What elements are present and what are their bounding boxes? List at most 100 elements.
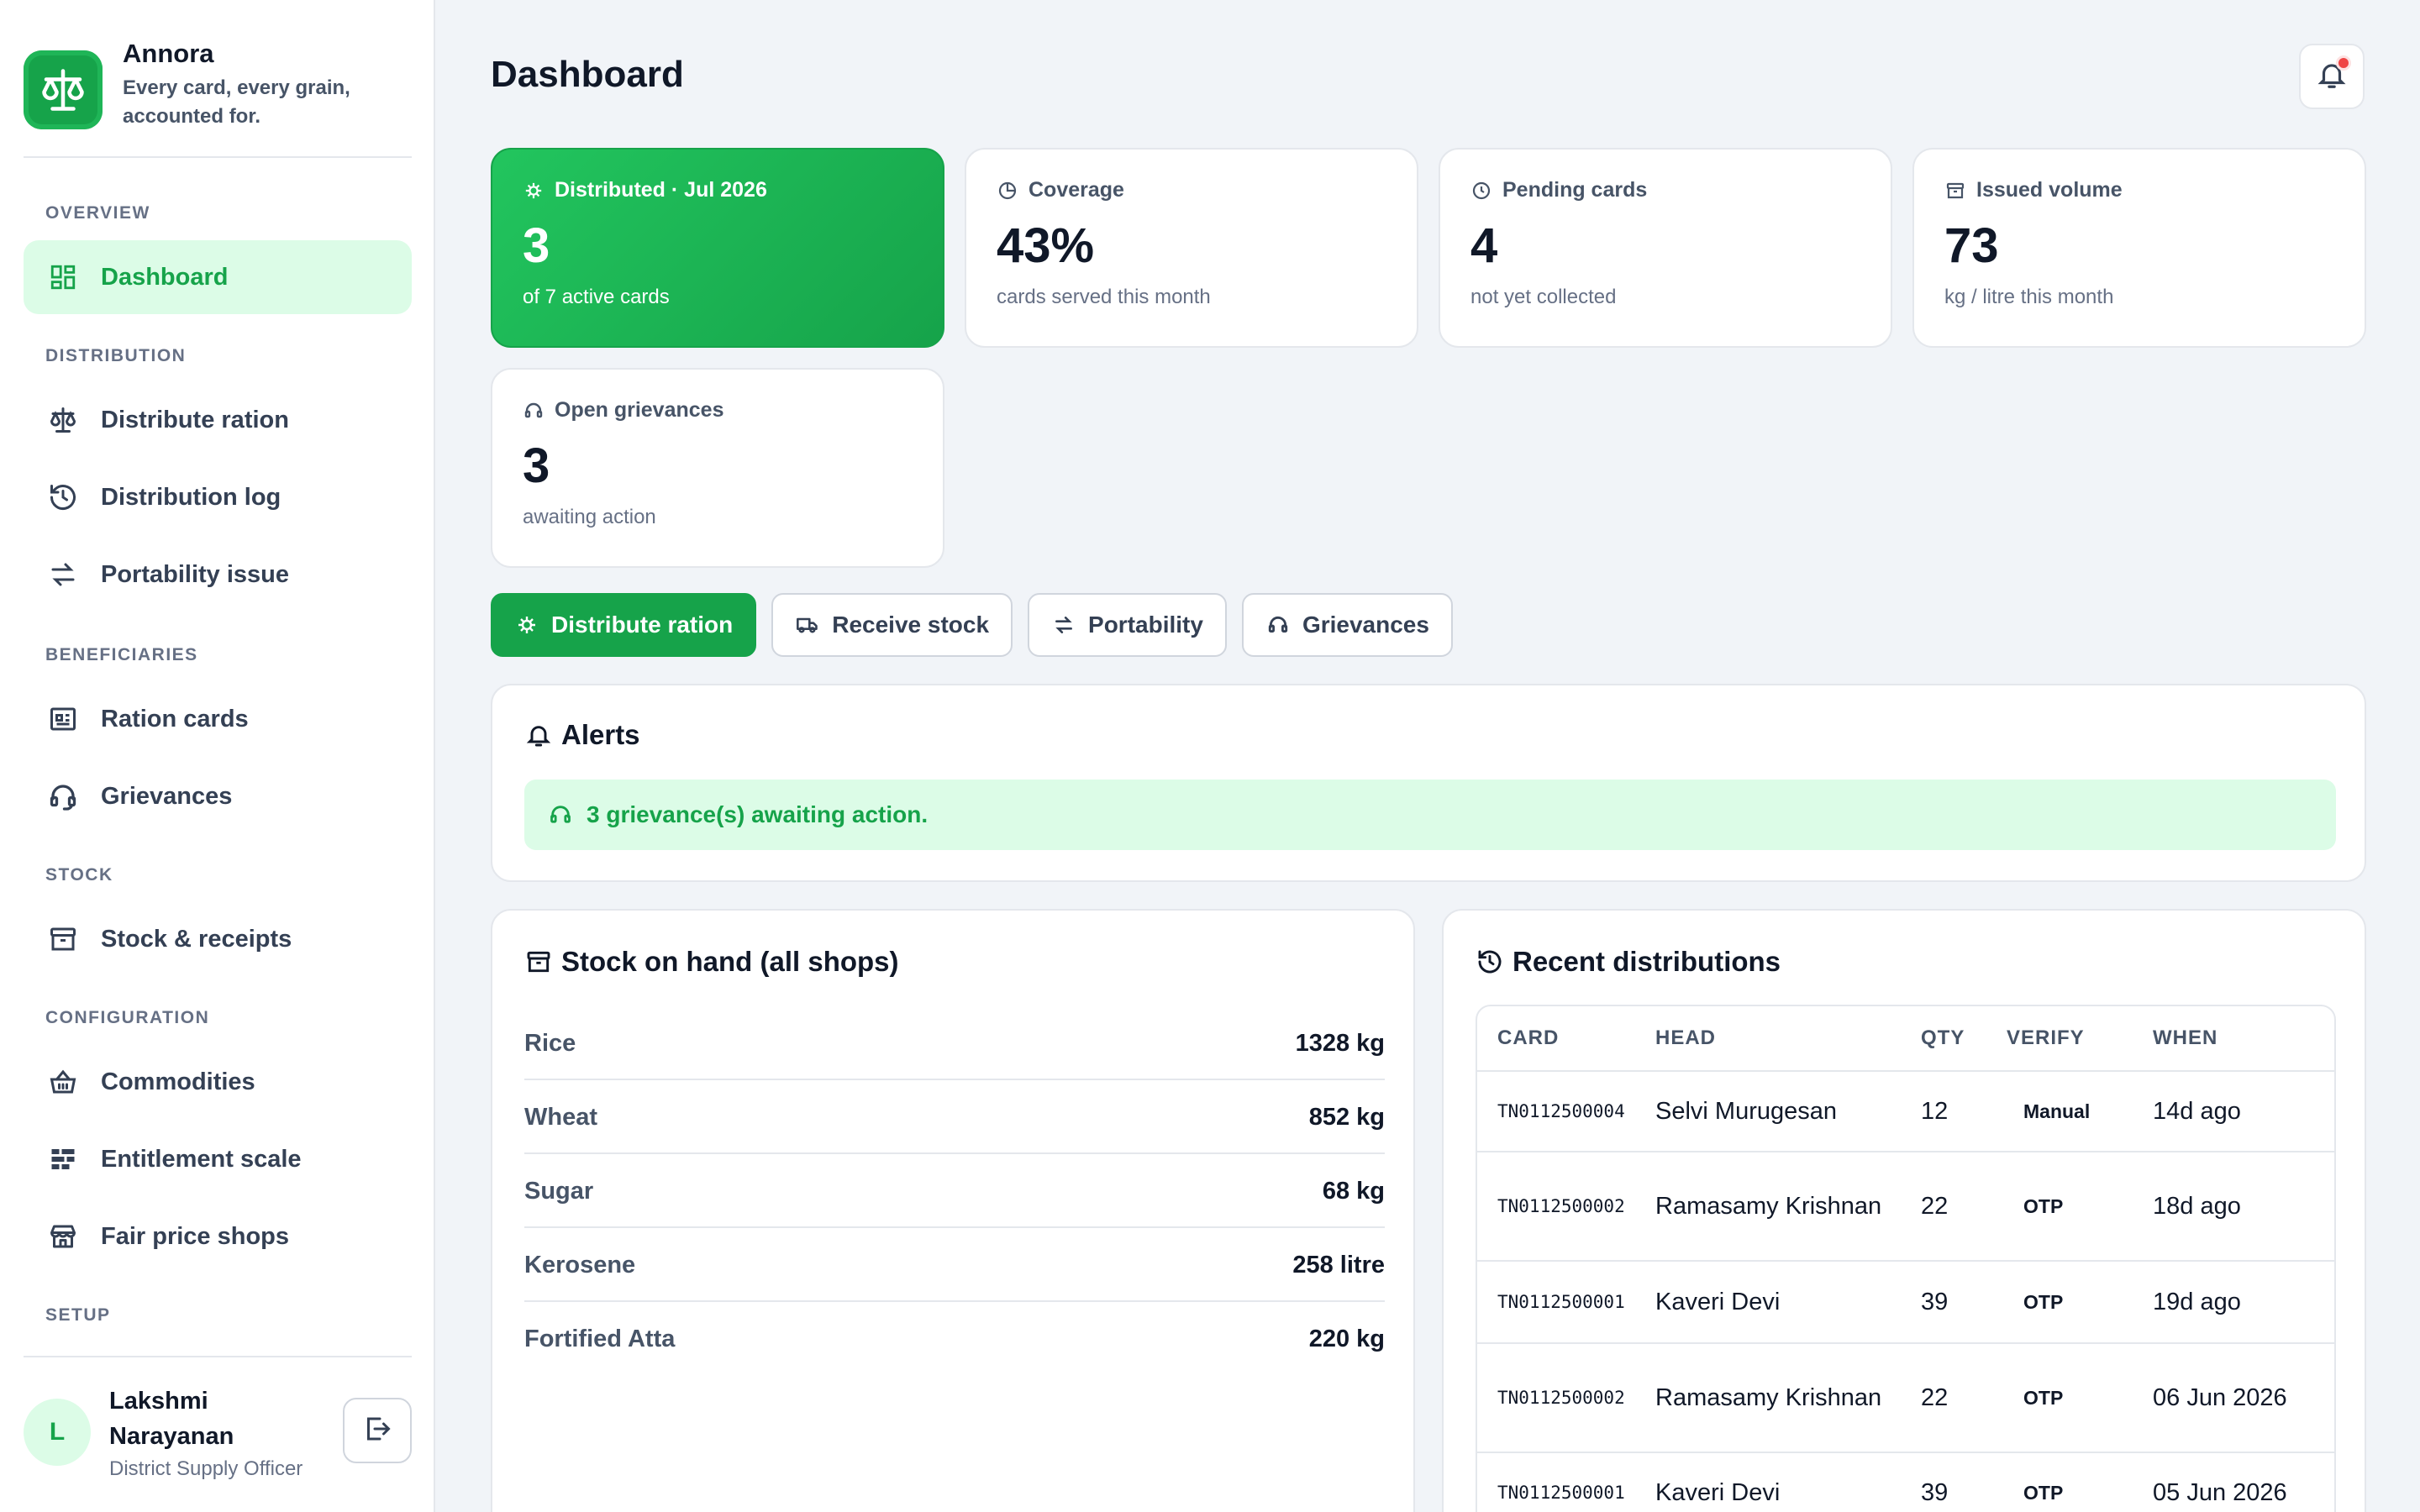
column-header-card[interactable]: CARD [1497,1026,1560,1049]
sidebar-item-ration-cards[interactable]: Ration cards [24,682,412,756]
notifications-button[interactable] [2299,44,2365,109]
button-label: Distribute ration [551,612,734,638]
sidebar-item-label: Dashboard [101,263,229,291]
section-beneficiaries: BENEFICIARIES [45,645,198,664]
sidebar-item-portability-issue[interactable]: Portability issue [24,538,412,612]
head-name: Selvi Murugesan [1655,1098,1837,1125]
table-row[interactable]: TN0112500001 Kaveri Devi 39 OTP 05 Jun 2… [1477,1453,2334,1512]
table-row[interactable]: TN0112500004 Selvi Murugesan 12 Manual 1… [1477,1072,2334,1152]
sidebar-item-dashboard[interactable]: Dashboard [24,240,412,314]
commodity-qty: 68 kg [1322,1177,1385,1205]
button-label: Portability [1088,612,1203,638]
card-number: TN0112500001 [1497,1483,1625,1503]
portability-button[interactable]: Portability [1028,593,1227,657]
clock-icon [1470,180,1492,202]
section-setup: SETUP [45,1305,111,1325]
sidebar-item-distribute-ration[interactable]: Distribute ration [24,383,412,457]
alerts-title: Alerts [524,719,640,751]
headset-icon [523,400,544,422]
headset-icon [548,802,573,827]
scale-icon [523,180,544,202]
user-role: District Supply Officer [109,1457,303,1480]
stat-value: 3 [523,218,550,273]
sidebar-item-label: Grievances [101,782,233,810]
verify-method: OTP [2023,1194,2064,1217]
history-icon [45,480,81,515]
stat-note: kg / litre this month [1944,286,2114,308]
stat-note: awaiting action [523,506,656,528]
panel-title-text: Alerts [561,719,640,750]
avatar: L [24,1399,91,1466]
sidebar-item-commodities[interactable]: Commodities [24,1045,412,1119]
sidebar-item-distribution-log[interactable]: Distribution log [24,460,412,534]
stat-label: Open grievances [555,398,724,422]
sidebar-item-fair-price-shops[interactable]: Fair price shops [24,1200,412,1273]
commodity-qty: 1328 kg [1295,1029,1385,1057]
recent-distributions-table: CARD HEAD QTY VERIFY WHEN TN0112500004 S… [1476,1005,2336,1512]
basket-icon [45,1064,81,1100]
verify-method: OTP [2023,1386,2064,1409]
scale-icon [514,612,539,638]
bell-icon [2316,59,2348,95]
sidebar-item-label: Distribute ration [101,406,289,433]
dashboard-icon [45,260,81,295]
stock-row: Sugar 68 kg [524,1154,1385,1228]
panel-title-text: Recent distributions [1512,946,1781,977]
row-divider [524,1300,1385,1302]
column-header-verify[interactable]: VERIFY [2007,1026,2085,1049]
stat-note: not yet collected [1470,286,1617,308]
stock-row: Wheat 852 kg [524,1080,1385,1154]
verify-method: Manual [2023,1100,2091,1122]
stat-label: Pending cards [1502,178,1648,202]
card-number: TN0112500001 [1497,1292,1625,1312]
button-label: Grievances [1302,612,1429,638]
card-number: TN0112500002 [1497,1196,1625,1216]
sidebar-item-label: Ration cards [101,705,249,732]
sidebar-divider [24,1356,412,1357]
button-label: Receive stock [832,612,990,638]
stock-row: Rice 1328 kg [524,1006,1385,1080]
sidebar-item-grievances[interactable]: Grievances [24,759,412,833]
stat-label: Coverage [1028,178,1124,202]
stat-value: 43% [997,218,1095,273]
table-row[interactable]: TN0112500002 Ramasamy Krishnan 22 OTP 06… [1477,1344,2334,1453]
logout-button[interactable] [343,1398,412,1463]
timestamp: 05 Jun 2026 [2153,1479,2287,1506]
commodity-name: Sugar [524,1177,594,1205]
bar-list-icon [45,1142,81,1177]
commodity-name: Kerosene [524,1251,636,1278]
app-tagline: Every card, every grain, accounted for. [123,76,350,128]
notification-dot [2336,55,2351,71]
quick-actions: Distribute ration Receive stock Portabil… [491,593,1468,657]
alert-text: 3 grievance(s) awaiting action. [587,801,929,827]
column-header-qty[interactable]: QTY [1921,1026,1965,1049]
receive-stock-button[interactable]: Receive stock [771,593,1013,657]
page-title: Dashboard [491,54,684,95]
alert-message: 3 grievance(s) awaiting action. [524,780,2336,850]
scale-icon [45,402,81,438]
distribute-ration-button[interactable]: Distribute ration [491,593,757,657]
store-icon [45,1219,81,1254]
brand: Annora Every card, every grain, accounte… [24,37,375,131]
sidebar-item-entitlement-scale[interactable]: Entitlement scale [24,1122,412,1196]
table-row[interactable]: TN0112500002 Ramasamy Krishnan 22 OTP 18… [1477,1152,2334,1262]
table-row[interactable]: TN0112500001 Kaveri Devi 39 OTP 19d ago [1477,1262,2334,1344]
grievances-button[interactable]: Grievances [1241,593,1453,657]
timestamp: 19d ago [2153,1289,2241,1315]
commodity-name: Rice [524,1029,576,1057]
stat-note: cards served this month [997,286,1211,308]
column-header-head[interactable]: HEAD [1655,1026,1717,1049]
section-stock: STOCK [45,865,113,885]
stat-label: Distributed · Jul 2026 [555,178,767,202]
stock-title: Stock on hand (all shops) [524,946,899,978]
swap-arrows-icon [45,557,81,592]
column-header-when[interactable]: WHEN [2153,1026,2218,1049]
sidebar-item-stock-receipts[interactable]: Stock & receipts [24,902,412,976]
headset-icon [45,779,81,814]
section-configuration: CONFIGURATION [45,1008,210,1027]
scale-logo-icon [24,50,103,129]
sidebar-divider [24,156,412,158]
archive-box-icon [524,948,553,976]
sidebar-item-label: Stock & receipts [101,925,292,953]
headset-icon [1265,612,1291,638]
